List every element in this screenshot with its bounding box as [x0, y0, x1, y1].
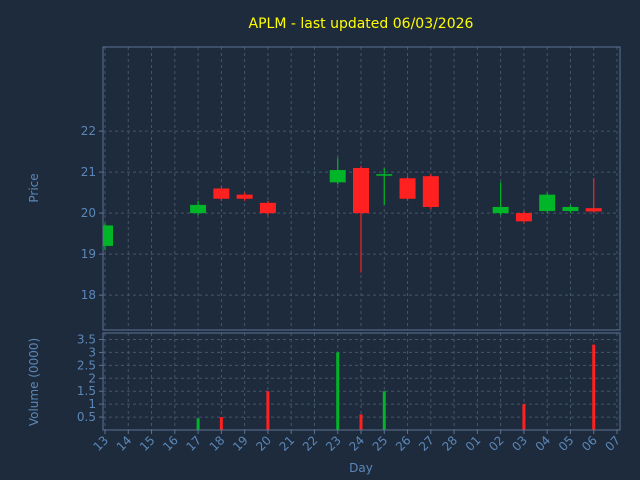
volume-axis-label: Volume (0000)	[27, 338, 41, 426]
volume-bar	[219, 417, 223, 430]
svg-text:18: 18	[81, 288, 96, 302]
svg-text:19: 19	[81, 247, 96, 261]
volume-bar	[336, 352, 340, 430]
svg-text:3: 3	[88, 345, 96, 359]
volume-bar	[359, 414, 363, 430]
svg-text:1: 1	[88, 397, 96, 411]
candle-body	[329, 170, 346, 183]
volume-bars	[196, 344, 596, 430]
candles	[103, 157, 602, 273]
svg-text:1.5: 1.5	[77, 384, 96, 398]
volume-bar	[382, 391, 386, 430]
candle-body	[515, 213, 532, 222]
candle-body	[562, 206, 579, 212]
volume-bar	[522, 404, 526, 430]
candle-body	[422, 176, 439, 207]
svg-text:0.5: 0.5	[77, 410, 96, 424]
price-axis-label: Price	[27, 173, 41, 202]
svg-text:3.5: 3.5	[77, 332, 96, 346]
candle-body	[353, 167, 369, 214]
candle-body	[399, 178, 416, 199]
volume-bar	[196, 418, 200, 430]
chart-title: APLM - last updated 06/03/2026	[249, 16, 474, 32]
candle-body	[236, 194, 253, 199]
svg-text:22: 22	[81, 124, 96, 138]
volume-bar	[592, 344, 596, 430]
candle-body	[213, 188, 230, 199]
svg-text:21: 21	[81, 165, 96, 179]
gridlines	[103, 47, 620, 430]
candle-body	[259, 202, 276, 214]
candle-body	[539, 194, 556, 212]
candle-body	[190, 204, 207, 214]
svg-text:2.5: 2.5	[77, 358, 96, 372]
svg-text:20: 20	[81, 206, 96, 220]
svg-text:2: 2	[88, 371, 96, 385]
candle-body	[492, 206, 509, 214]
volume-bar	[266, 391, 270, 430]
candle-body	[103, 225, 113, 246]
candle-body	[585, 208, 602, 212]
x-axis-label: Day	[349, 461, 373, 475]
candle-body	[376, 174, 393, 176]
